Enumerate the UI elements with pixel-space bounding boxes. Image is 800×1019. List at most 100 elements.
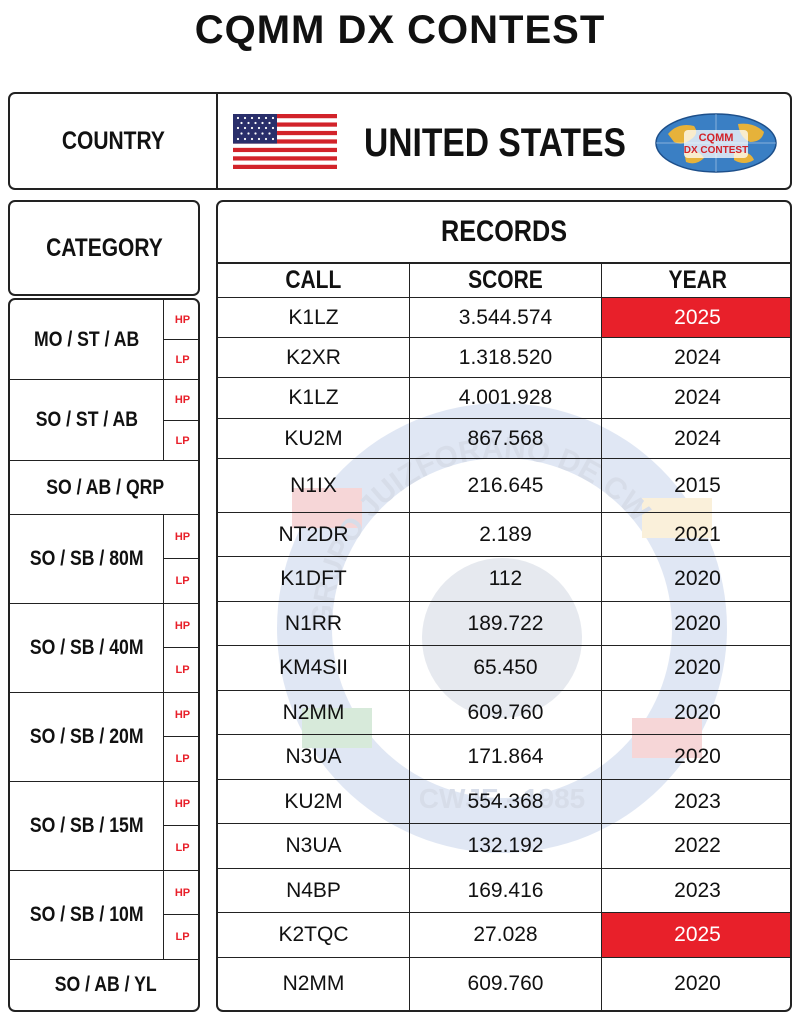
page-title: CQMM DX CONTEST <box>194 8 606 52</box>
records-header-panel: RECORDS <box>216 200 792 264</box>
column-header-score: SCORE <box>409 264 602 298</box>
table-row: KU2M 554.368 2023 <box>218 779 790 824</box>
category-header: CATEGORY <box>45 233 163 262</box>
power-label: HP <box>163 692 198 737</box>
records-table: CALL SCORE YEAR K1LZ 3.544.574 2025 K2XR 1.… <box>218 264 790 1010</box>
category-so-ab-qrp: SO / AB / QRP <box>10 460 198 515</box>
power-label: HP <box>163 379 198 421</box>
power-label: HP <box>163 514 198 559</box>
year-cell: 2024 <box>601 377 790 419</box>
year-cell: 2020 <box>601 957 790 1010</box>
score-cell: 216.645 <box>409 458 602 513</box>
cqmm-logo-icon: CQMM DX CONTEST <box>655 113 777 173</box>
year-cell: 2020 <box>601 601 790 646</box>
year-cell: 2023 <box>601 868 790 913</box>
category-so-sb-20m: SO / SB / 20M <box>10 692 164 782</box>
power-label: LP <box>163 339 198 380</box>
category-mo-st-ab: MO / ST / AB <box>10 300 164 380</box>
score-cell: 1.318.520 <box>409 337 602 378</box>
country-value-panel: UNITED STATES CQMM DX CONTEST <box>216 92 792 190</box>
score-cell: 132.192 <box>409 823 602 869</box>
score-cell: 609.760 <box>409 957 602 1010</box>
country-label-panel: COUNTRY <box>8 92 218 190</box>
score-cell: 4.001.928 <box>409 377 602 419</box>
us-flag-icon <box>233 114 337 169</box>
call-cell: N1IX <box>218 458 410 513</box>
score-cell: 65.450 <box>409 645 602 691</box>
year-cell: 2024 <box>601 418 790 459</box>
category-column: MO / ST / AB HP LP SO / ST / AB HP LP SO /… <box>8 298 200 1012</box>
table-row: K1DFT 112 2020 <box>218 556 790 602</box>
year-cell: 2021 <box>601 512 790 557</box>
table-row: N3UA 132.192 2022 <box>218 823 790 869</box>
column-header-call: CALL <box>218 264 410 298</box>
table-row: K1LZ 3.544.574 2025 <box>218 297 790 338</box>
power-label: HP <box>163 603 198 648</box>
table-row: NT2DR 2.189 2021 <box>218 512 790 557</box>
table-row: KU2M 867.568 2024 <box>218 418 790 459</box>
logo-text-2: DX CONTEST <box>684 145 748 156</box>
category-so-sb-10m: SO / SB / 10M <box>10 870 164 960</box>
power-label: LP <box>163 558 198 604</box>
category-so-sb-40m: SO / SB / 40M <box>10 603 164 693</box>
score-cell: 2.189 <box>409 512 602 557</box>
year-cell: 2022 <box>601 823 790 869</box>
score-cell: 609.760 <box>409 690 602 735</box>
call-cell: KM4SII <box>218 645 410 691</box>
call-cell: KU2M <box>218 779 410 824</box>
year-cell: 2025 <box>601 297 790 338</box>
score-cell: 169.416 <box>409 868 602 913</box>
score-cell: 27.028 <box>409 912 602 958</box>
table-row: N3UA 171.864 2020 <box>218 734 790 780</box>
call-cell: K1LZ <box>218 377 410 419</box>
year-cell: 2023 <box>601 779 790 824</box>
table-header-row: CALL SCORE YEAR <box>218 264 790 298</box>
score-cell: 171.864 <box>409 734 602 780</box>
call-cell: NT2DR <box>218 512 410 557</box>
power-label: HP <box>163 870 198 915</box>
power-label: HP <box>163 300 198 340</box>
call-cell: N3UA <box>218 734 410 780</box>
call-cell: N1RR <box>218 601 410 646</box>
year-cell: 2020 <box>601 645 790 691</box>
year-cell: 2024 <box>601 337 790 378</box>
call-cell: N2MM <box>218 690 410 735</box>
logo-text-1: CQMM <box>699 132 734 144</box>
year-cell: 2025 <box>601 912 790 958</box>
country-name: UNITED STATES <box>364 120 626 165</box>
records-table-panel: CALL SCORE YEAR K1LZ 3.544.574 2025 K2XR 1.… <box>216 262 792 1012</box>
score-cell: 189.722 <box>409 601 602 646</box>
score-cell: 867.568 <box>409 418 602 459</box>
score-cell: 112 <box>409 556 602 602</box>
table-row: N2MM 609.760 2020 <box>218 690 790 735</box>
records-header: RECORDS <box>440 215 567 248</box>
category-so-sb-80m: SO / SB / 80M <box>10 514 164 604</box>
power-label: LP <box>163 736 198 782</box>
table-row: N2MM 609.760 2020 <box>218 957 790 1010</box>
year-cell: 2020 <box>601 690 790 735</box>
table-row: N1IX 216.645 2015 <box>218 458 790 513</box>
year-cell: 2015 <box>601 458 790 513</box>
call-cell: K1DFT <box>218 556 410 602</box>
table-row: N1RR 189.722 2020 <box>218 601 790 646</box>
category-so-st-ab: SO / ST / AB <box>10 379 164 461</box>
category-so-ab-yl: SO / AB / YL <box>10 959 198 1010</box>
power-label: LP <box>163 914 198 960</box>
table-row: K2TQC 27.028 2025 <box>218 912 790 958</box>
call-cell: K1LZ <box>218 297 410 338</box>
year-cell: 2020 <box>601 556 790 602</box>
call-cell: KU2M <box>218 418 410 459</box>
table-row: K2XR 1.318.520 2024 <box>218 337 790 378</box>
power-label: LP <box>163 825 198 871</box>
score-cell: 554.368 <box>409 779 602 824</box>
call-cell: N2MM <box>218 957 410 1010</box>
category-so-sb-15m: SO / SB / 15M <box>10 781 164 871</box>
call-cell: K2XR <box>218 337 410 378</box>
power-label: HP <box>163 781 198 826</box>
call-cell: K2TQC <box>218 912 410 958</box>
call-cell: N4BP <box>218 868 410 913</box>
category-header-panel: CATEGORY <box>8 200 200 296</box>
power-label: LP <box>163 420 198 461</box>
country-label: COUNTRY <box>61 126 165 155</box>
call-cell: N3UA <box>218 823 410 869</box>
